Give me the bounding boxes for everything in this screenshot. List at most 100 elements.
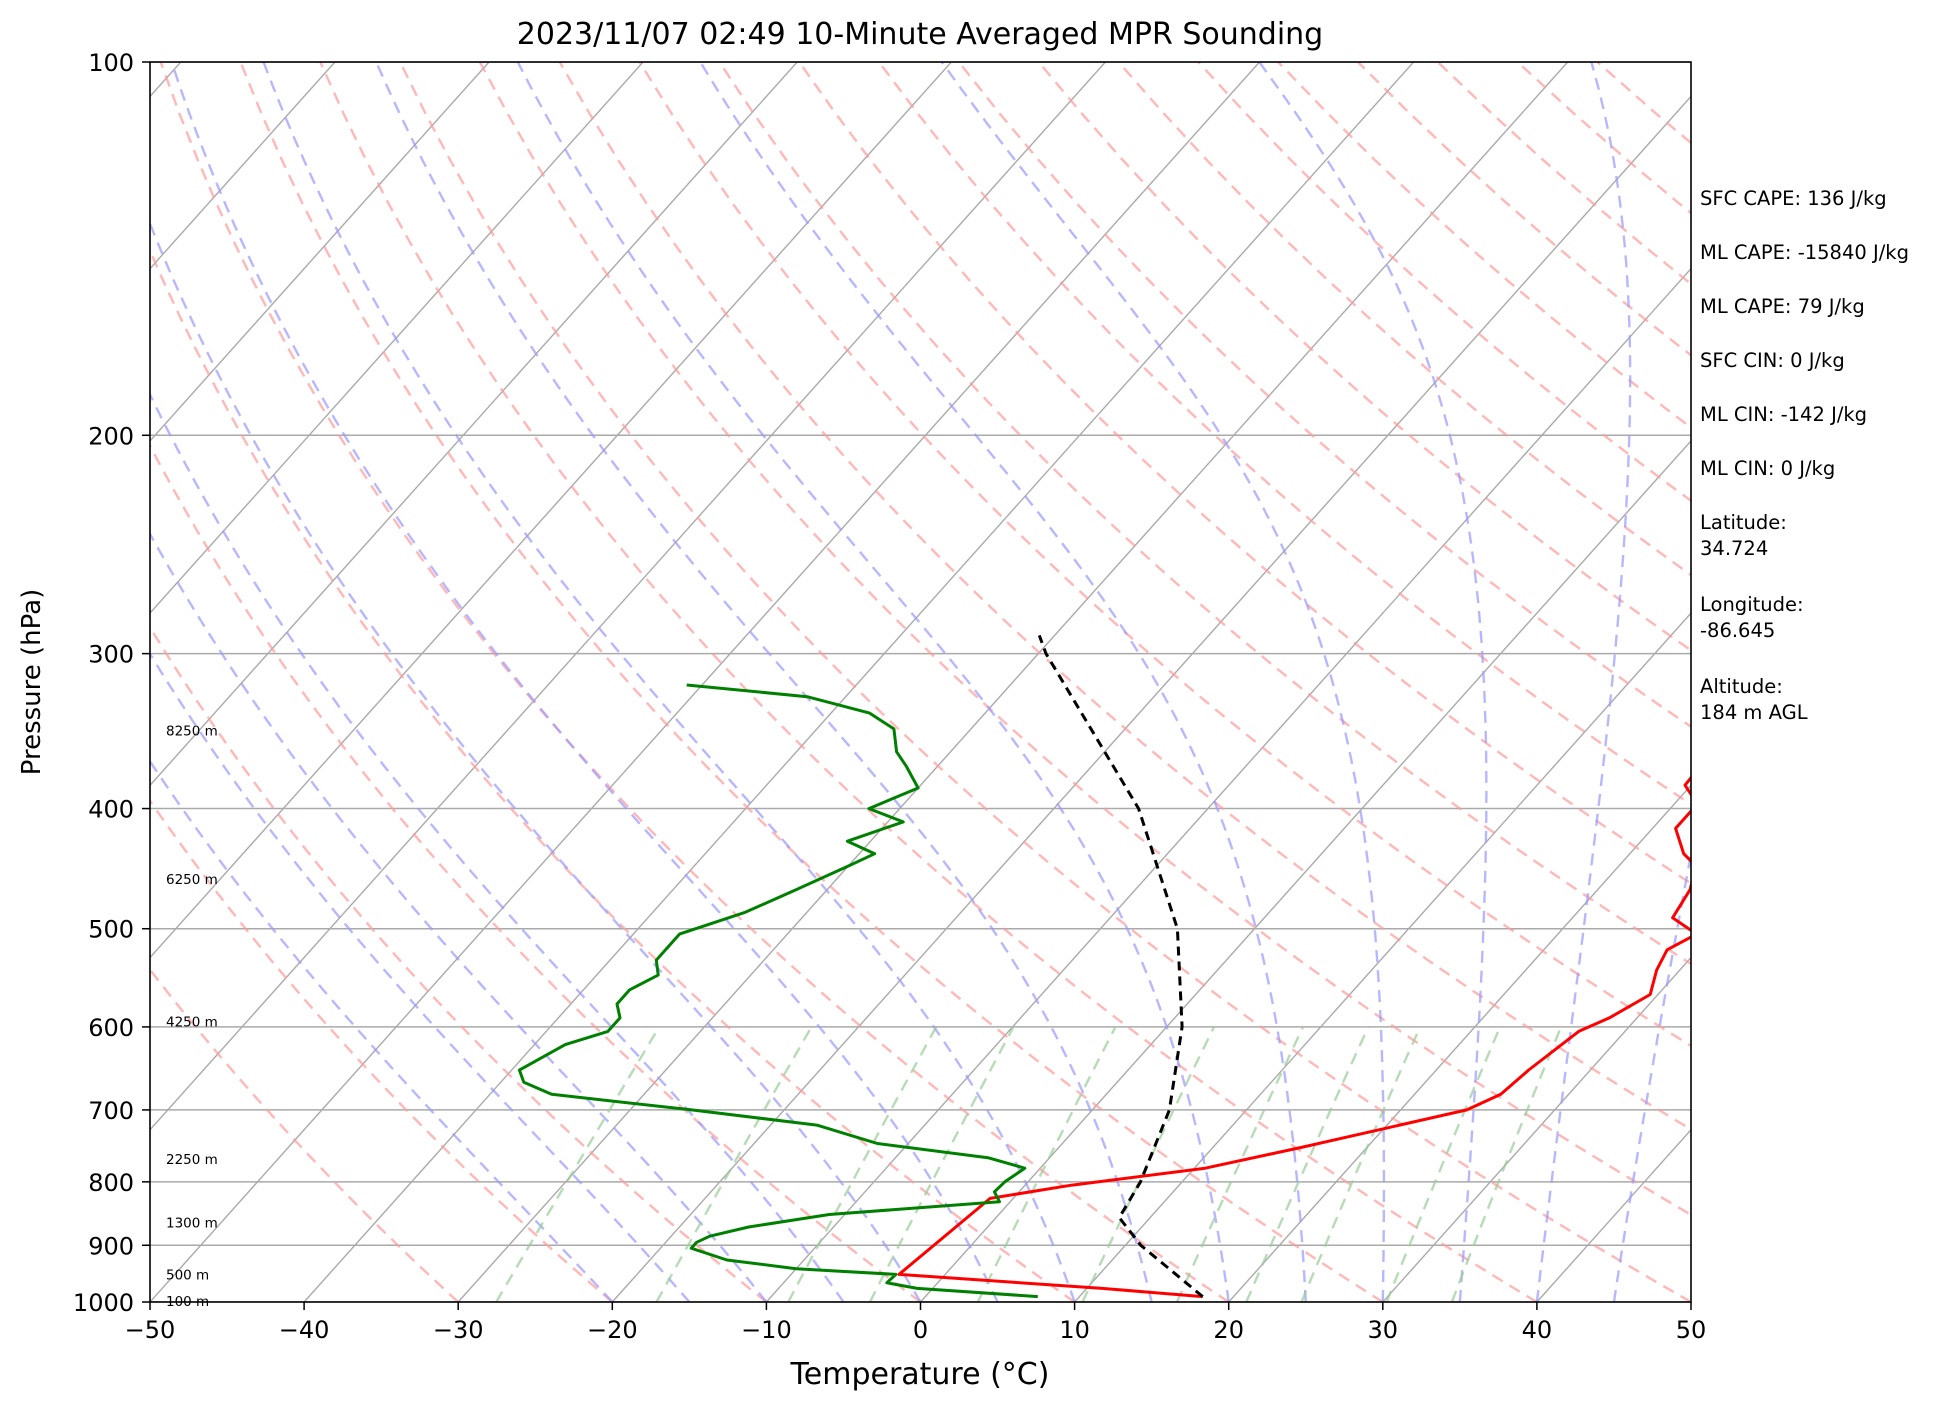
isotherm-line: [1228, 784, 1691, 1302]
moist-adiabat-line: [1258, 62, 1488, 1302]
y-tick-label: 100: [88, 49, 134, 77]
dry-adiabat-line: [319, 62, 1538, 1302]
x-tick-label: 50: [1676, 1316, 1707, 1344]
ml-cin-1: ML CIN: -142 J/kg: [1700, 403, 1868, 426]
isotherm-line: [150, 62, 490, 442]
moist-adiabat-line: [940, 62, 1386, 1302]
moist-adiabat-line: [1612, 847, 1691, 1302]
dry-adiabat-line: [1117, 62, 1691, 577]
mixing-ratio-line: [1450, 1026, 1563, 1302]
y-tick-label: 600: [88, 1014, 134, 1042]
sounding-stats: SFC CAPE: 136 J/kg ML CAPE: -15840 J/kg …: [1700, 186, 1940, 756]
dry-adiabat-line: [150, 247, 1076, 1302]
dry-adiabat-line: [399, 62, 1691, 1302]
dry-adiabat-line: [150, 798, 614, 1302]
dry-adiabat-line: [239, 62, 1384, 1302]
isotherm-line: [919, 439, 1691, 1302]
latitude: Latitude: 34.724: [1700, 511, 1787, 560]
longitude: Longitude: -86.645: [1700, 593, 1804, 642]
sfc-cin: SFC CIN: 0 J/kg: [1700, 349, 1845, 372]
x-tick-label: 0: [913, 1316, 928, 1344]
isotherm-line: [150, 62, 952, 959]
dry-adiabat-line: [478, 62, 1691, 1217]
axes: −50 −40 −30 −20 −10 0 10 20 30 40 50 100 200 300 400 50…: [73, 49, 1706, 1344]
profile-lines: [517, 634, 1691, 1299]
chart-title: 2023/11/07 02:49 10-Minute Averaged MPR …: [517, 17, 1323, 52]
y-tick-label: 200: [88, 422, 134, 450]
height-label: 6250 m: [166, 872, 218, 888]
x-tick-label: 40: [1522, 1316, 1553, 1344]
y-tick-label: 800: [88, 1169, 134, 1197]
x-tick-label: −30: [433, 1316, 484, 1344]
mixing-ratio-line: [1300, 1026, 1422, 1302]
height-label: 4250 m: [166, 1014, 218, 1030]
y-axis-label: Pressure (hPa): [17, 589, 47, 776]
isotherm-line: [150, 62, 1261, 1302]
dewpoint-line: [517, 683, 1038, 1299]
ml-cape-1: ML CAPE: -15840 J/kg: [1700, 241, 1909, 264]
x-axis-label: Temperature (°C): [790, 1357, 1050, 1392]
temperature-line: [897, 738, 1691, 1299]
isotherm-line: [1074, 612, 1691, 1302]
mixing-ratio-line: [787, 1026, 938, 1302]
isotherm-line: [150, 62, 798, 787]
moist-adiabat-line: [170, 62, 999, 1302]
mixing-ratio-line: [1385, 1026, 1502, 1302]
height-label: 500 m: [166, 1267, 209, 1283]
dry-adiabat-line: [150, 967, 460, 1302]
mixing-ratio-line: [868, 1026, 1015, 1302]
y-tick-label: 400: [88, 796, 134, 824]
isotherm-line: [611, 95, 1691, 1302]
isotherm-line: [150, 62, 1106, 1131]
x-tick-label: 10: [1059, 1316, 1090, 1344]
dry-adiabat-line: [798, 62, 1691, 885]
x-tick-label: −20: [587, 1316, 638, 1344]
mixing-ratio-line: [655, 1026, 813, 1302]
moist-adiabat-line: [150, 220, 922, 1302]
altitude: Altitude: 184 m AGL: [1700, 675, 1808, 724]
y-tick-label: 500: [88, 916, 134, 944]
mixing-ratio-line: [1245, 1026, 1370, 1302]
y-tick-label: 700: [88, 1097, 134, 1125]
plot-frame: [149, 61, 1692, 1303]
dry-adiabat-line: [150, 443, 922, 1302]
reference-lines: [150, 62, 1691, 1302]
isotherm-line: [1382, 956, 1691, 1302]
dry-adiabat-line: [878, 62, 1691, 806]
x-tick-label: −10: [741, 1316, 792, 1344]
mixing-ratio-line: [495, 1026, 661, 1302]
x-tick-label: 30: [1368, 1316, 1399, 1344]
sfc-cape: SFC CAPE: 136 J/kg: [1700, 187, 1887, 210]
mixing-ratio-line: [1175, 1026, 1305, 1302]
height-label: 1300 m: [166, 1216, 218, 1232]
height-label: 8250 m: [166, 723, 218, 739]
moist-adiabat-line: [150, 531, 768, 1302]
moist-adiabat-line: [516, 62, 1230, 1302]
x-tick-label: −50: [125, 1316, 176, 1344]
x-tick-label: −40: [279, 1316, 330, 1344]
ml-cin-2: ML CIN: 0 J/kg: [1700, 457, 1836, 480]
y-tick-label: 300: [88, 641, 134, 669]
moist-adiabat-line: [150, 391, 845, 1302]
parcel-line: [1037, 634, 1204, 1298]
isotherm-line: [765, 267, 1691, 1302]
mixing-ratio-line: [976, 1026, 1117, 1302]
dry-adiabat-line: [718, 62, 1691, 966]
isotherm-line: [303, 62, 1415, 1302]
ml-cape-2: ML CAPE: 79 J/kg: [1700, 295, 1865, 318]
moist-adiabat-line: [1535, 62, 1632, 1302]
height-label: 2250 m: [166, 1152, 218, 1168]
isotherm-line: [150, 62, 644, 615]
y-tick-label: 900: [88, 1232, 134, 1260]
dry-adiabat-line: [159, 62, 1230, 1302]
isotherm-line: [457, 62, 1569, 1302]
dry-adiabat-line: [638, 62, 1691, 1048]
moist-adiabat-line: [375, 62, 1153, 1302]
dry-adiabat-line: [558, 62, 1691, 1131]
mixing-ratio-line: [1081, 1026, 1216, 1302]
moist-adiabat-line: [150, 759, 614, 1302]
moist-adiabat-line: [699, 62, 1307, 1302]
moist-adiabat-line: [262, 62, 1076, 1302]
